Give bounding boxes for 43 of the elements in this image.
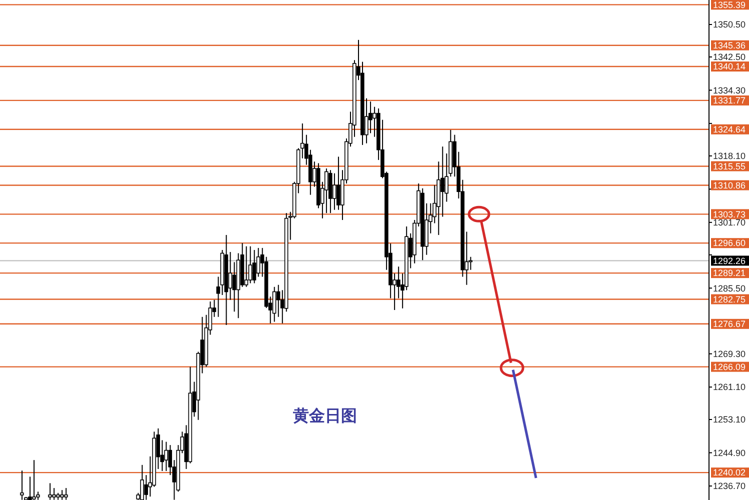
ref-line-label: 1345.36	[713, 40, 746, 50]
ref-line-label: 1266.09	[713, 362, 746, 372]
y-tick-label: 1342.50	[713, 52, 746, 62]
ref-line-label: 1324.64	[713, 124, 746, 135]
y-tick-label: 1301.70	[713, 218, 746, 228]
ref-line-label: 1331.77	[713, 96, 746, 106]
candlestick	[32, 460, 36, 500]
y-tick-label: 1236.70	[713, 481, 746, 492]
candlestick	[276, 284, 280, 318]
candlestick	[20, 470, 24, 500]
ref-line-label: 1292.26	[713, 256, 746, 266]
y-tick-label: 1244.90	[713, 448, 746, 458]
ref-line-label: 1289.21	[713, 268, 746, 278]
ref-line-label: 1240.02	[713, 468, 746, 478]
ref-line-label: 1340.14	[713, 62, 746, 72]
ref-line-label: 1276.67	[713, 319, 746, 330]
candlestick	[164, 441, 168, 472]
annotation: 黄金日图	[292, 407, 357, 425]
ref-line-label: 1282.75	[713, 294, 746, 304]
ref-line-label: 1315.55	[713, 161, 746, 172]
candlestick	[252, 249, 256, 284]
candlestick	[140, 464, 144, 500]
candlestick	[244, 246, 248, 288]
y-tick-label: 1285.50	[713, 283, 746, 294]
y-tick-label: 1261.10	[713, 382, 746, 392]
ref-line-label: 1310.86	[713, 180, 746, 190]
candlestick	[60, 490, 64, 500]
y-tick-label: 1269.30	[713, 348, 746, 359]
candlestick	[64, 488, 68, 500]
candlestick	[248, 246, 252, 284]
candlestick	[272, 286, 276, 322]
candlestick	[48, 482, 52, 500]
candlestick	[228, 252, 232, 300]
candlestick	[336, 156, 340, 210]
ref-line-label: 1296.60	[713, 238, 746, 248]
y-tick-label: 1253.10	[713, 414, 746, 425]
y-tick-label: 1350.50	[713, 20, 746, 30]
ref-line-label: 1355.39	[713, 0, 746, 10]
ref-line-label: 1303.73	[713, 209, 746, 220]
y-tick-label: 1334.30	[713, 85, 746, 96]
y-tick-label: 1318.10	[713, 151, 746, 162]
candlestick	[52, 488, 56, 500]
candlestick	[332, 172, 336, 210]
